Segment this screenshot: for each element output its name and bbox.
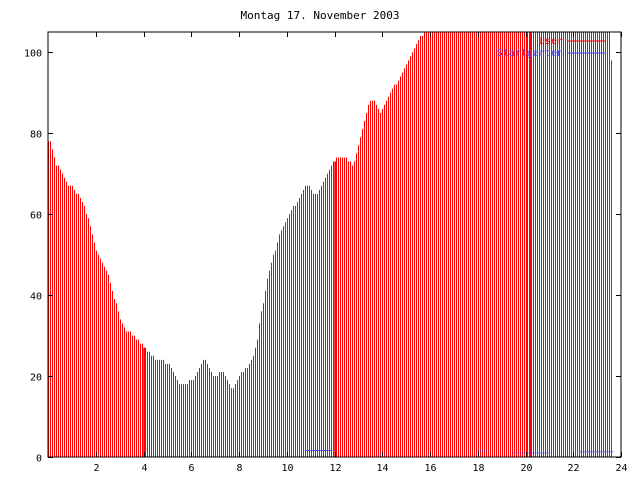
x-tick-label: 10: [281, 463, 293, 474]
user-bars-group: [48, 32, 612, 457]
chart-title: Montag 17. November 2003: [240, 9, 400, 22]
legend-label-startgarten: Startgarten: [497, 48, 563, 59]
x-tick-label: 12: [329, 463, 341, 474]
y-tick-label: 80: [30, 130, 42, 141]
x-tick-label: 8: [236, 463, 242, 474]
y-tick-label: 100: [24, 49, 42, 60]
plot-frame: [47, 31, 622, 458]
x-tick-label: 14: [376, 463, 388, 474]
x-tick-label: 22: [567, 463, 579, 474]
legend-label-user: User: [539, 36, 563, 47]
y-tick-label: 20: [30, 373, 42, 384]
x-tick-label: 16: [424, 463, 436, 474]
x-tick-label: 6: [188, 463, 194, 474]
x-tick-label: 2: [93, 463, 99, 474]
x-tick-label: 4: [141, 463, 147, 474]
x-tick-label: 24: [615, 463, 627, 474]
x-tick-label: 18: [472, 463, 484, 474]
legend: User Startgarten: [497, 36, 606, 59]
y-tick-label: 40: [30, 292, 42, 303]
y-tick-label: 0: [36, 454, 42, 465]
x-tick-label: 20: [520, 463, 532, 474]
y-tick-label: 60: [30, 211, 42, 222]
